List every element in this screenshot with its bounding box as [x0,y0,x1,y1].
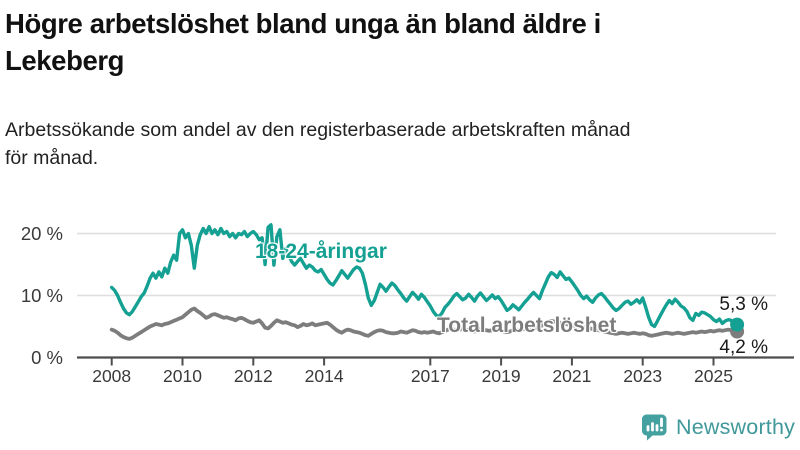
end-value-total: 4,2 % [719,337,768,358]
exclamation-bar [660,417,663,427]
series-label-youth: 18-24-åringar [255,240,387,263]
y-tick-label-20: 20 % [21,223,63,244]
bar-2 [651,422,654,432]
newsworthy-logo: Newsworthy [641,413,795,441]
y-tick-label-10: 10 % [21,285,63,306]
end-value-youth: 5,3 % [719,294,768,315]
brand-name: Newsworthy [676,414,796,439]
x-tick-label-2023: 2023 [623,366,662,386]
title-line-2: Lekeberg [5,45,125,76]
x-tick-label-2021: 2021 [552,366,591,386]
series-line-youth [110,223,739,329]
exclamation-dot [660,428,663,432]
subtitle-line-1: Arbetssökande som andel av den registerb… [5,119,631,141]
x-tick-label-2008: 2008 [92,366,131,386]
end-dot-youth [730,317,745,332]
x-tick-label-2014: 2014 [305,366,344,386]
x-tick-label-2012: 2012 [234,366,273,386]
title-line-1: Högre arbetslöshet bland unga än bland ä… [5,8,601,39]
y-tick-label-0: 0 % [31,347,63,368]
bar-1 [646,425,650,432]
subtitle-line-2: för månad. [5,147,99,169]
series-label-total: Total arbetslöshet [437,314,617,337]
chart-subtitle: Arbetssökande som andel av den registerb… [5,116,630,172]
x-tick-label-2017: 2017 [411,366,450,386]
series-line-total [109,306,739,341]
x-tick-label-2025: 2025 [694,366,733,386]
x-tick-label-2019: 2019 [482,366,521,386]
newsworthy-bubble-chart-icon [642,414,667,441]
page-title: Högre arbetslöshet bland unga än bland ä… [5,5,601,79]
bar-3 [655,424,659,432]
x-tick-label-2010: 2010 [163,366,202,386]
